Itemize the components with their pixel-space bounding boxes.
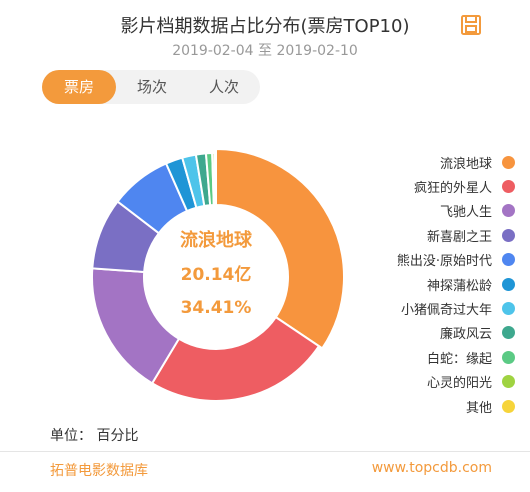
- legend-swatch: [502, 399, 515, 413]
- legend-label: 神探蒲松龄: [426, 278, 492, 294]
- legend-item[interactable]: 飞驰人生: [350, 199, 515, 223]
- legend-item[interactable]: 白蛇：缘起: [350, 345, 515, 369]
- source-url[interactable]: www.topcdb.com: [371, 460, 492, 476]
- data-source: 拓普电影数据库: [50, 463, 148, 479]
- legend-item[interactable]: 小猪佩奇过大年: [350, 296, 515, 320]
- legend-swatch: [502, 204, 515, 218]
- donut-slice[interactable]: [215, 147, 345, 350]
- legend-label: 其他: [465, 400, 492, 416]
- legend-item[interactable]: 熊出没·原始时代: [350, 248, 515, 272]
- legend-label: 疯狂的外星人: [413, 181, 492, 197]
- legend-swatch: [502, 228, 515, 242]
- unit-label: 单位：: [50, 428, 92, 444]
- legend-label: 小猪佩奇过大年: [400, 303, 492, 319]
- legend: 流浪地球疯狂的外星人飞驰人生新喜剧之王熊出没·原始时代神探蒲松龄小猪佩奇过大年廉…: [350, 150, 515, 418]
- date-range: 2019-02-04 至 2019-02-10: [172, 43, 358, 59]
- footer-divider: [0, 451, 530, 452]
- legend-swatch: [502, 302, 515, 316]
- unit-value: 百分比: [96, 428, 139, 444]
- legend-label: 白蛇：缘起: [426, 351, 492, 367]
- legend-label: 飞驰人生: [439, 205, 492, 221]
- donut-slice[interactable]: [150, 315, 321, 402]
- legend-swatch: [502, 180, 515, 194]
- tab-box-office[interactable]: 票房: [42, 70, 116, 104]
- legend-item[interactable]: 流浪地球: [350, 150, 515, 174]
- metric-tabs: 票房 场次 人次: [42, 70, 260, 104]
- save-icon[interactable]: [460, 14, 482, 36]
- legend-label: 新喜剧之王: [426, 229, 492, 245]
- center-movie-name: 流浪地球: [180, 229, 253, 251]
- legend-swatch: [502, 277, 515, 291]
- legend-swatch: [502, 253, 515, 267]
- legend-label: 心灵的阳光: [426, 376, 492, 392]
- tab-admissions[interactable]: 人次: [208, 78, 239, 96]
- legend-swatch: [502, 155, 515, 169]
- legend-item[interactable]: 神探蒲松龄: [350, 272, 515, 296]
- tab-screenings[interactable]: 场次: [136, 78, 167, 96]
- legend-swatch: [502, 326, 515, 340]
- legend-item[interactable]: 其他: [350, 394, 515, 418]
- legend-item[interactable]: 心灵的阳光: [350, 370, 515, 394]
- legend-label: 熊出没·原始时代: [396, 254, 492, 270]
- legend-label: 流浪地球: [439, 156, 492, 172]
- donut-slices: [91, 147, 345, 402]
- center-share: 34.41%: [181, 298, 252, 318]
- center-box-office: 20.14亿: [181, 264, 252, 285]
- chart-title: 影片档期数据占比分布(票房TOP10): [120, 16, 410, 37]
- donut-slice[interactable]: [213, 151, 217, 207]
- legend-item[interactable]: 新喜剧之王: [350, 223, 515, 247]
- legend-swatch: [502, 350, 515, 364]
- unit-note: 单位： 百分比: [50, 425, 138, 445]
- legend-swatch: [502, 375, 515, 389]
- legend-item[interactable]: 廉政风云: [350, 321, 515, 345]
- legend-item[interactable]: 疯狂的外星人: [350, 174, 515, 198]
- legend-label: 廉政风云: [439, 327, 492, 343]
